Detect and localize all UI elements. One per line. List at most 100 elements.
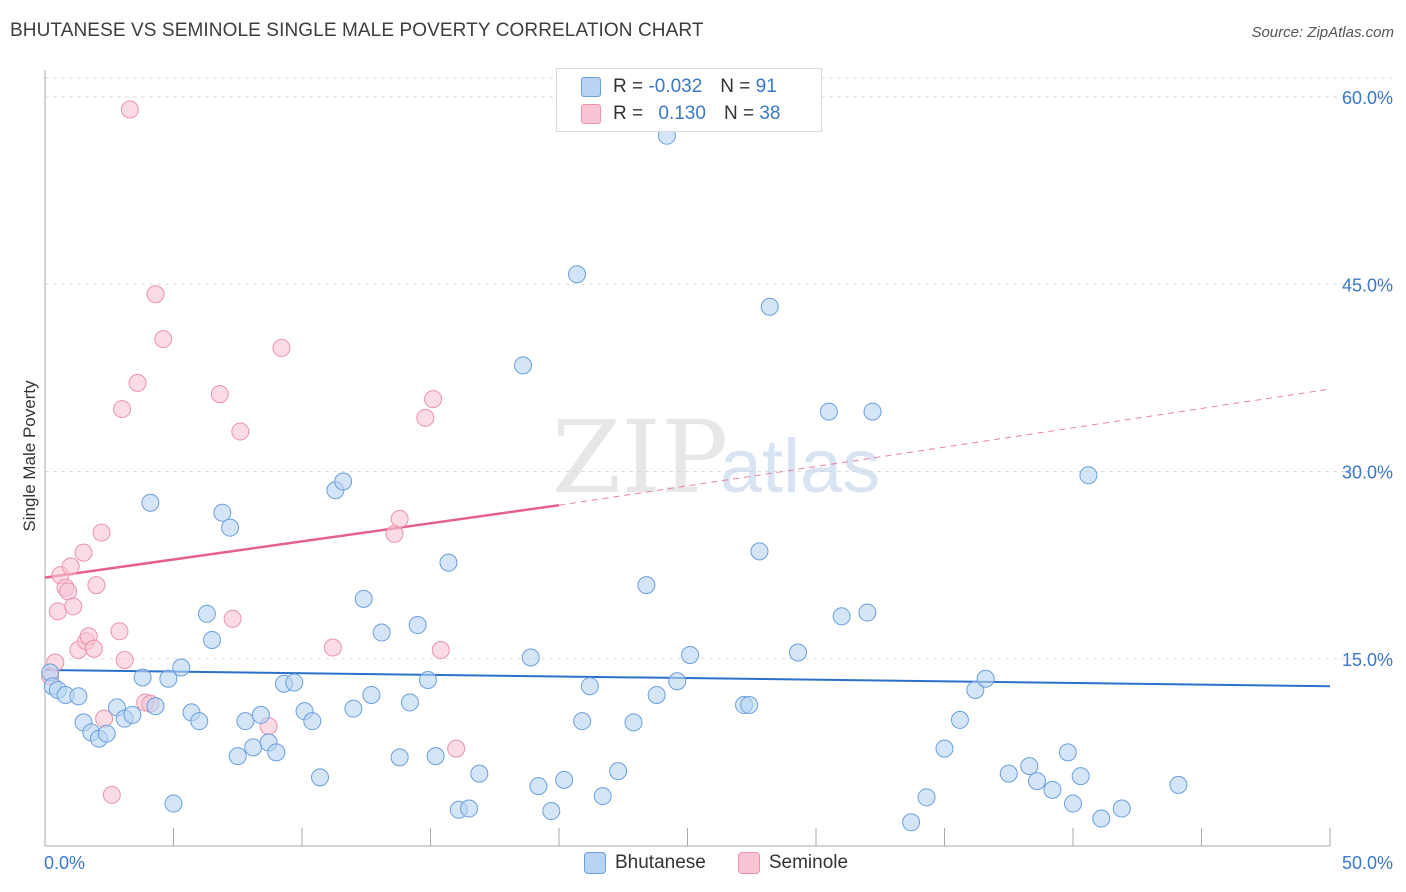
point-bhutanese xyxy=(1058,743,1077,762)
watermark: ZIP atlas xyxy=(552,399,880,516)
point-seminole xyxy=(48,602,67,621)
point-bhutanese xyxy=(303,712,322,731)
point-seminole xyxy=(115,650,134,669)
point-seminole xyxy=(102,785,121,804)
point-seminole xyxy=(272,338,291,357)
tick-labels: 15.0% 30.0% 45.0% 60.0% 0.0% 50.0% xyxy=(44,88,1393,873)
point-bhutanese xyxy=(133,668,152,687)
point-bhutanese xyxy=(426,747,445,766)
legend-r-value: 0.130 xyxy=(658,103,706,124)
point-bhutanese xyxy=(1092,809,1111,828)
point-bhutanese xyxy=(362,685,381,704)
point-seminole xyxy=(120,100,139,119)
legend-r-label: R = xyxy=(613,103,644,124)
point-bhutanese xyxy=(976,669,995,688)
data-points xyxy=(41,100,1188,832)
point-seminole xyxy=(231,422,250,441)
point-bhutanese xyxy=(146,697,165,716)
point-seminole xyxy=(416,408,435,427)
point-bhutanese xyxy=(580,677,599,696)
legend-n-label: N = xyxy=(720,76,751,97)
point-bhutanese xyxy=(470,764,489,783)
legend-r-label: R = xyxy=(613,76,644,97)
point-seminole xyxy=(74,543,93,562)
point-bhutanese xyxy=(858,603,877,622)
point-seminole xyxy=(113,400,132,419)
watermark-atlas: atlas xyxy=(720,424,881,509)
point-seminole xyxy=(390,509,409,528)
point-bhutanese xyxy=(1064,794,1082,813)
trend-lines xyxy=(44,388,1331,688)
point-bhutanese xyxy=(529,777,548,796)
point-bhutanese xyxy=(267,743,286,762)
point-bhutanese xyxy=(251,705,270,724)
point-bhutanese xyxy=(917,788,936,807)
point-bhutanese xyxy=(190,712,209,731)
point-seminole xyxy=(223,609,242,628)
point-bhutanese xyxy=(69,687,88,706)
point-seminole xyxy=(64,597,83,616)
point-bhutanese xyxy=(400,693,419,712)
point-bhutanese xyxy=(647,685,666,704)
point-bhutanese xyxy=(966,680,985,699)
point-seminole xyxy=(210,385,229,404)
point-bhutanese xyxy=(172,658,191,677)
point-bhutanese xyxy=(244,738,263,757)
trend-line-seminole xyxy=(44,503,560,579)
point-bhutanese xyxy=(439,553,458,572)
point-bhutanese xyxy=(164,794,183,813)
legend-n-value: 38 xyxy=(759,103,781,124)
legend-row-seminole: R = 0.130 N = 38 xyxy=(581,102,780,126)
series-label-seminole: Seminole xyxy=(768,852,849,873)
legend-n-label: N = xyxy=(723,103,755,124)
y-tick-label: 45.0% xyxy=(1342,275,1393,295)
point-bhutanese xyxy=(567,265,586,284)
legend-swatch-bhutanese xyxy=(581,77,601,97)
point-bhutanese xyxy=(1169,775,1188,794)
point-bhutanese xyxy=(521,648,540,667)
x-tick-label: 50.0% xyxy=(1342,853,1393,873)
point-seminole xyxy=(424,390,443,409)
trend-extension-seminole xyxy=(558,388,1331,506)
point-bhutanese xyxy=(213,503,232,522)
point-bhutanese xyxy=(285,673,304,692)
point-bhutanese xyxy=(221,518,240,537)
point-seminole xyxy=(447,739,466,758)
point-bhutanese xyxy=(1020,757,1039,776)
point-bhutanese xyxy=(418,670,437,689)
point-bhutanese xyxy=(97,724,116,743)
point-bhutanese xyxy=(1071,767,1090,786)
point-bhutanese xyxy=(542,802,561,821)
chart-title: BHUTANESE VS SEMINOLE SINGLE MALE POVERT… xyxy=(10,20,704,41)
point-bhutanese xyxy=(740,695,759,714)
point-seminole xyxy=(431,641,450,660)
point-bhutanese xyxy=(668,672,687,691)
point-bhutanese xyxy=(637,576,656,595)
point-bhutanese xyxy=(460,799,479,818)
y-tick-label: 60.0% xyxy=(1342,88,1393,108)
point-bhutanese xyxy=(203,631,222,650)
point-bhutanese xyxy=(372,623,391,642)
x-tick-label: 0.0% xyxy=(44,853,85,873)
point-bhutanese xyxy=(950,710,969,729)
watermark-zip: ZIP xyxy=(552,399,728,516)
point-bhutanese xyxy=(935,739,954,758)
point-bhutanese xyxy=(819,402,838,421)
point-seminole xyxy=(84,639,103,658)
legend-row-bhutanese: R = -0.032 N = 91 xyxy=(581,75,777,99)
point-seminole xyxy=(385,524,404,543)
point-bhutanese xyxy=(624,713,643,732)
point-bhutanese xyxy=(1112,799,1131,818)
point-seminole xyxy=(128,373,147,392)
series-legend-seminole[interactable]: Seminole xyxy=(737,852,849,874)
point-bhutanese xyxy=(408,616,427,635)
point-bhutanese xyxy=(832,607,851,626)
point-seminole xyxy=(87,576,106,595)
series-legend-bhutanese[interactable]: Bhutanese xyxy=(584,852,706,874)
point-bhutanese xyxy=(789,643,808,662)
legend-swatch-seminole xyxy=(581,104,601,124)
point-seminole xyxy=(154,330,173,349)
point-bhutanese xyxy=(681,646,700,665)
legend-r-value: -0.032 xyxy=(648,76,703,97)
point-bhutanese xyxy=(159,669,178,688)
